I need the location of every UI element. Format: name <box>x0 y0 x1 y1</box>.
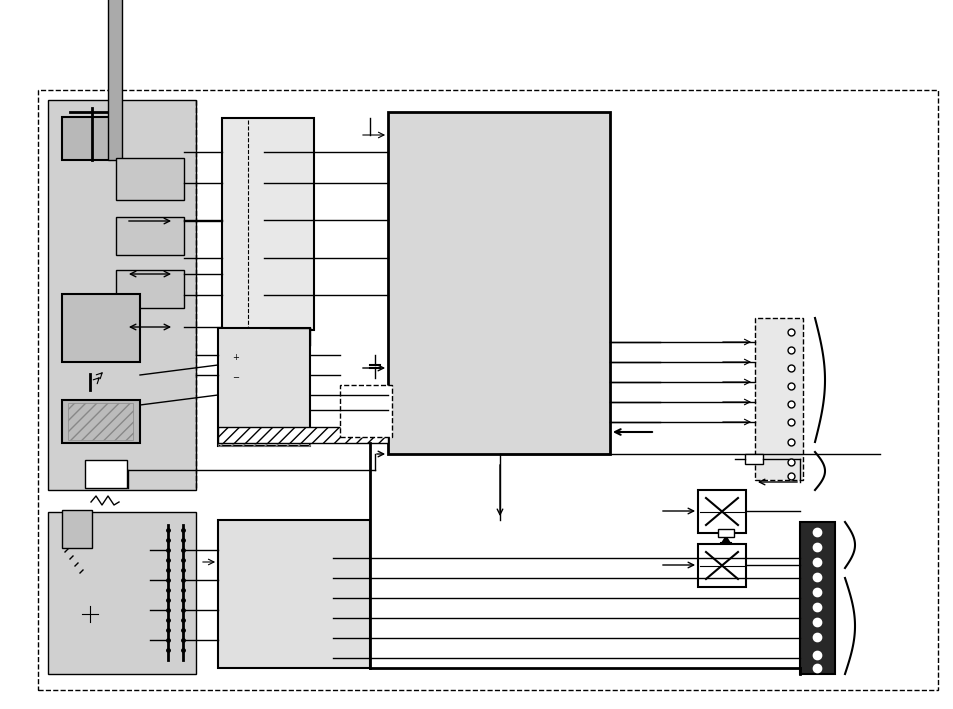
Bar <box>62 400 140 443</box>
Bar <box>38 90 937 690</box>
Bar <box>800 522 834 674</box>
Bar <box>116 158 184 200</box>
Bar <box>718 529 733 537</box>
Bar <box>62 294 140 362</box>
Bar <box>108 0 122 160</box>
Bar <box>68 403 132 440</box>
Polygon shape <box>235 209 264 231</box>
Circle shape <box>77 601 103 627</box>
Bar <box>754 318 802 480</box>
Polygon shape <box>720 535 730 543</box>
Polygon shape <box>235 172 264 194</box>
Polygon shape <box>250 535 333 658</box>
Polygon shape <box>230 348 270 388</box>
Text: −: − <box>233 374 239 382</box>
Bar <box>116 217 184 255</box>
Bar <box>218 427 388 443</box>
Polygon shape <box>268 586 295 610</box>
Bar <box>698 490 745 533</box>
Bar <box>218 432 310 446</box>
Polygon shape <box>268 624 295 648</box>
Bar <box>85 460 127 488</box>
Polygon shape <box>344 414 366 430</box>
Bar <box>62 117 110 160</box>
Polygon shape <box>344 395 366 411</box>
Polygon shape <box>76 400 90 416</box>
Bar <box>116 270 184 308</box>
Bar <box>62 510 91 548</box>
Polygon shape <box>235 141 264 163</box>
Polygon shape <box>76 374 90 390</box>
Bar <box>744 454 762 464</box>
Bar <box>388 112 609 454</box>
Bar <box>218 328 310 446</box>
Bar <box>698 544 745 587</box>
Polygon shape <box>268 550 295 574</box>
Bar <box>339 385 392 437</box>
Polygon shape <box>235 284 264 306</box>
Bar <box>48 100 195 490</box>
Bar <box>218 520 370 668</box>
Bar <box>48 512 195 674</box>
Polygon shape <box>235 247 264 269</box>
Bar <box>222 118 314 330</box>
Text: +: + <box>233 354 239 362</box>
